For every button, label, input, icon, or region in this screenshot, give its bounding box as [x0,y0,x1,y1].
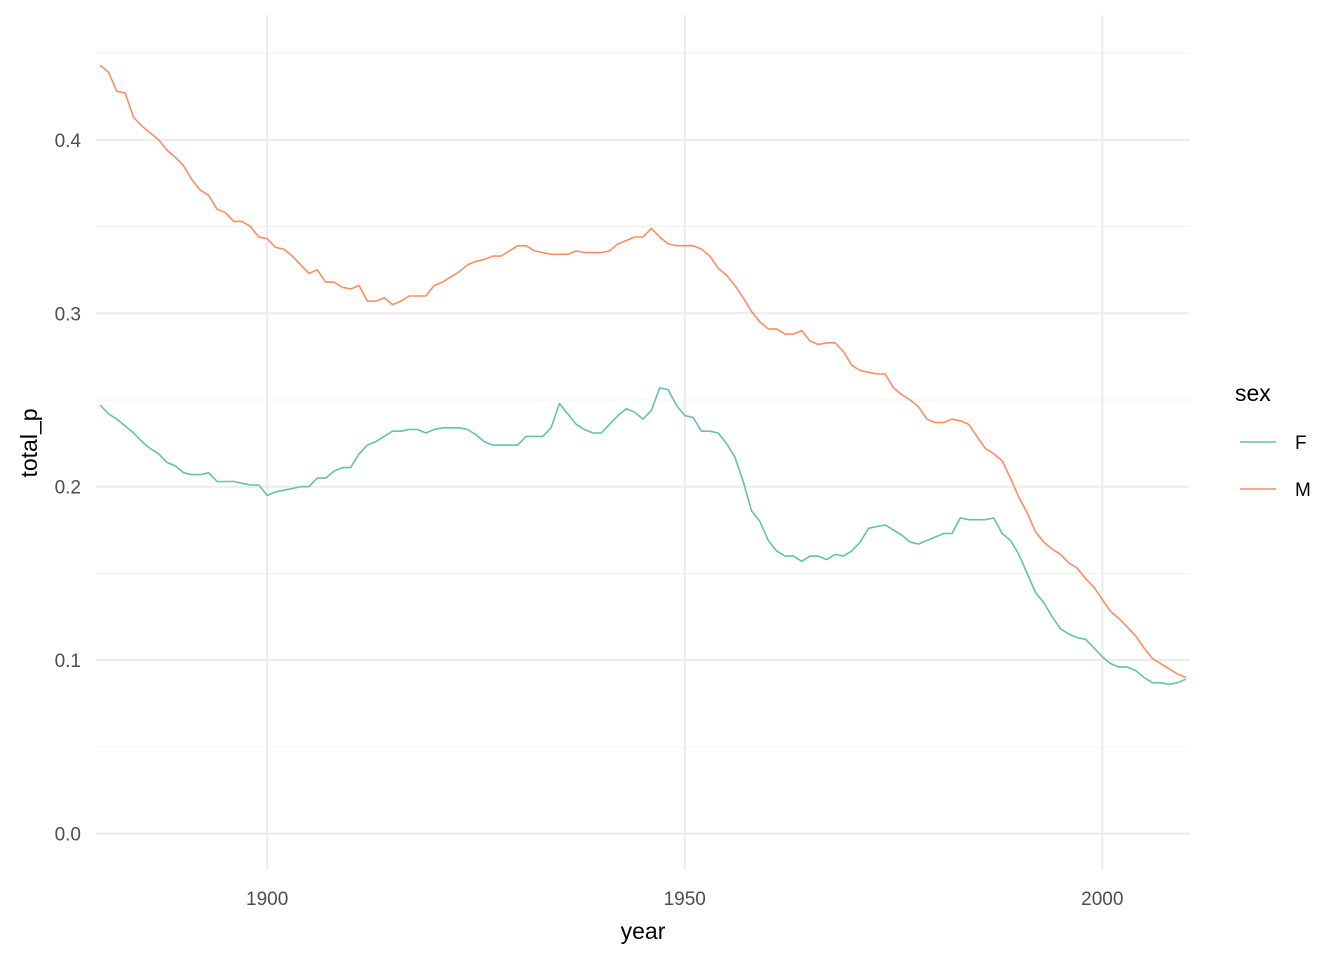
y-tick-label: 0.3 [55,304,81,325]
legend-item-m: M [1240,480,1311,501]
legend-item-f: F [1240,433,1307,454]
y-axis-tick-labels: 0.0 0.1 0.2 0.3 0.4 [55,131,82,846]
legend-label: F [1295,433,1307,454]
series-lines [99,64,1187,686]
legend-label: M [1295,480,1311,501]
legend: sex F M [1235,380,1311,501]
y-tick-label: 0.4 [55,131,82,152]
x-axis-title: year [621,918,666,944]
minor-gridlines [96,52,1190,748]
series-line-m [99,64,1187,679]
legend-title: sex [1235,380,1271,406]
y-tick-label: 0.0 [55,825,81,846]
series-line-f [99,387,1187,686]
x-axis-tick-labels: 1900 1950 2000 [246,889,1123,910]
major-gridlines [96,15,1190,870]
y-tick-label: 0.2 [55,478,81,499]
x-tick-label: 2000 [1081,889,1123,910]
y-axis-title: total_p [16,408,42,477]
x-tick-label: 1900 [246,889,288,910]
y-tick-label: 0.1 [55,651,81,672]
x-tick-label: 1950 [664,889,706,910]
